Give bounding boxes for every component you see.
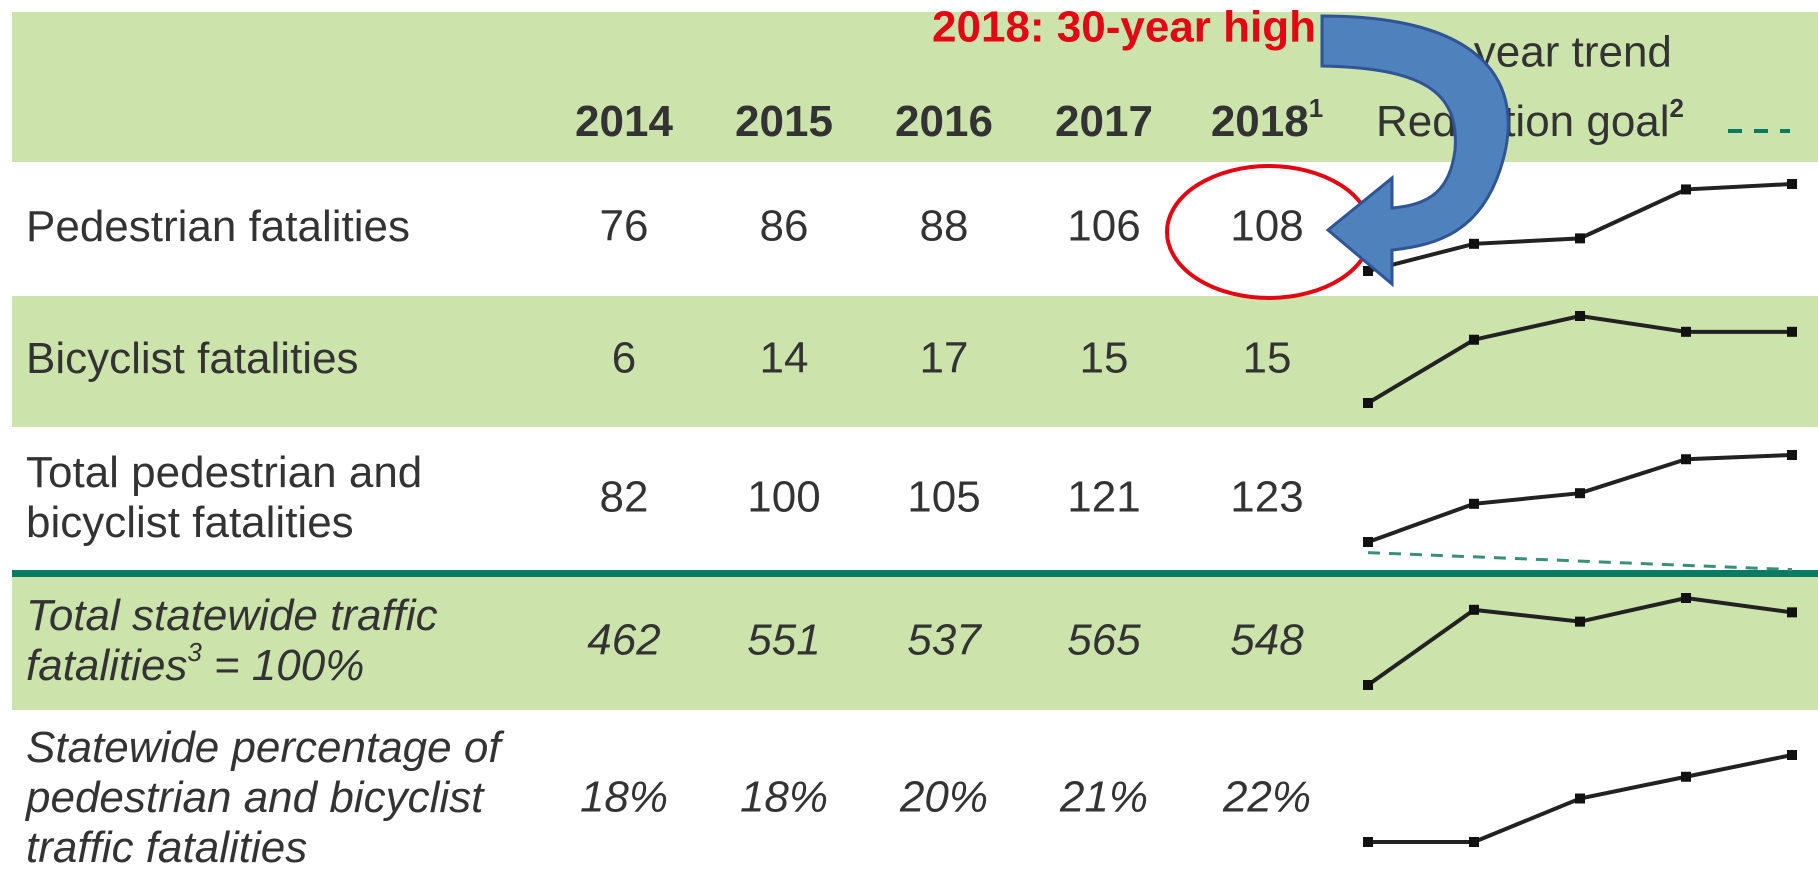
year: 2016 (895, 97, 993, 146)
trend-line (1368, 455, 1792, 542)
trend-point (1363, 837, 1373, 847)
year-note: 1 (1309, 93, 1323, 123)
cell-value: 6 (612, 334, 636, 383)
cell-value: 537 (907, 616, 982, 665)
row-label: Total pedestrian and (26, 448, 422, 497)
fatalities-table: Five-year trend Reduction goal2 20142015… (0, 0, 1818, 891)
cell-value: 106 (1067, 202, 1140, 251)
row-label: Bicyclist fatalities (26, 334, 359, 383)
cell-value: 462 (587, 616, 660, 665)
trend-point (1787, 327, 1797, 337)
year: 2015 (735, 97, 833, 146)
cell-value: 551 (747, 616, 820, 665)
cell-value: 14 (760, 334, 809, 383)
goal-header: Reduction goal2 (1376, 93, 1684, 146)
cell-value: 15 (1080, 334, 1129, 383)
cell-value: 21% (1059, 773, 1148, 822)
cell-value: 17 (920, 334, 969, 383)
cell-value: 121 (1067, 473, 1140, 522)
cell-value: 20% (899, 773, 988, 822)
row-label-line: bicyclist fatalities (26, 498, 354, 547)
row-label-line: fatalities (26, 641, 187, 690)
trend-point (1681, 772, 1691, 782)
row-label-line: Total statewide traffic (26, 591, 438, 640)
trend-point (1469, 499, 1479, 509)
cell-value: 18% (580, 773, 668, 822)
cell-value: 18% (740, 773, 828, 822)
trend-point (1575, 617, 1585, 627)
trend-point (1575, 311, 1585, 321)
row-label-line: Statewide percentage of (26, 723, 505, 772)
trend-point (1787, 750, 1797, 760)
cell-value: 15 (1243, 334, 1292, 383)
cell-value: 548 (1230, 616, 1304, 665)
row-label: Pedestrian fatalities (26, 202, 410, 251)
year: 2017 (1055, 97, 1153, 146)
cell-value: 22% (1222, 773, 1311, 822)
trend-point (1681, 593, 1691, 603)
cell-value: 86 (760, 202, 809, 251)
cell-value: 76 (600, 202, 649, 251)
trend-point (1681, 184, 1691, 194)
row-label: Total statewide traffic (26, 591, 438, 640)
trend-point (1469, 837, 1479, 847)
table-body: 2014 2015 2016 2017 20181 Pedestrian fataliti… (24, 93, 1797, 872)
divider (12, 570, 1818, 577)
trend-point (1575, 794, 1585, 804)
trend-point (1575, 233, 1585, 243)
row-label: pedestrian and bicyclist (24, 773, 485, 822)
goal-label: Reduction goal (1376, 97, 1670, 146)
row-label-line: traffic fatalities (26, 823, 307, 872)
year-header: 2015 (735, 97, 833, 146)
cell-value: 82 (600, 473, 649, 522)
trend-point (1363, 537, 1373, 547)
cell-value: 108 (1230, 202, 1303, 251)
cell-value: 565 (1067, 616, 1141, 665)
row-label-line: pedestrian and bicyclist (24, 773, 485, 822)
row-label-line: Total pedestrian and (26, 448, 422, 497)
year-header: 2017 (1055, 97, 1153, 146)
trend-point (1787, 607, 1797, 617)
trend-point (1469, 239, 1479, 249)
row-label-suffix: = 100% (214, 641, 364, 690)
trend-point (1787, 450, 1797, 460)
cell-value: 123 (1230, 473, 1303, 522)
row-label: traffic fatalities (26, 823, 307, 872)
row-label-line: Bicyclist fatalities (26, 334, 359, 383)
trend-point (1681, 327, 1691, 337)
year: 2014 (575, 97, 673, 146)
year-header: 20181 (1211, 93, 1323, 146)
trend-point (1469, 605, 1479, 615)
year: 2018 (1211, 97, 1309, 146)
trend-point (1469, 335, 1479, 345)
year-header: 2016 (895, 97, 993, 146)
trend-point (1363, 398, 1373, 408)
cell-value: 88 (920, 202, 969, 251)
row-label-note: 3 (187, 637, 202, 667)
goal-note: 2 (1670, 93, 1684, 123)
trend-point (1681, 454, 1691, 464)
goal-line (1368, 553, 1792, 570)
annotation: 2018: 30-year high (932, 3, 1316, 52)
cell-value: 100 (747, 473, 820, 522)
year-header: 2014 (575, 97, 673, 146)
row-label: Statewide percentage of (26, 723, 505, 772)
trend-point (1363, 680, 1373, 690)
trend-point (1575, 488, 1585, 498)
trend-point (1787, 179, 1797, 189)
row-label-line: Pedestrian fatalities (26, 202, 410, 251)
row-label: bicyclist fatalities (26, 498, 354, 547)
cell-value: 105 (907, 473, 980, 522)
